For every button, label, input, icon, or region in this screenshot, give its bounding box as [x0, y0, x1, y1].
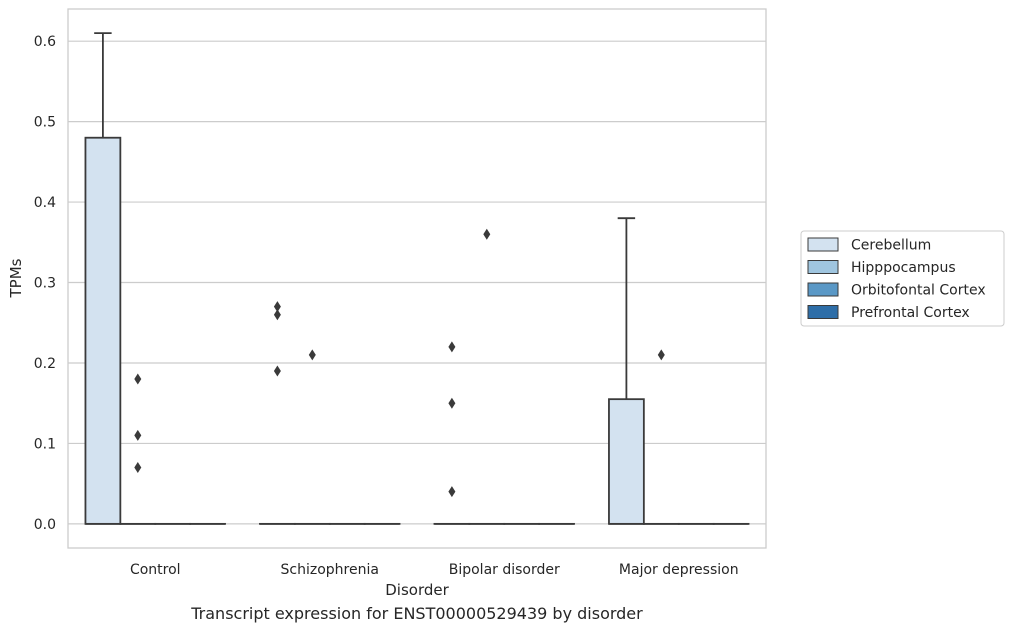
legend-label: Prefrontal Cortex — [851, 305, 970, 321]
box-hipppocampus — [642, 349, 680, 525]
box-layer — [84, 32, 750, 525]
legend-items: Cerebellum Hipppocampus Orbitofontal Corte… — [807, 237, 986, 321]
x-axis-label: Disorder — [385, 581, 449, 599]
legend-label: Hipppocampus — [851, 260, 956, 276]
y-tick-label: 0.3 — [34, 276, 56, 292]
y-tick-labels: 0.0 0.1 0.2 0.3 0.4 0.5 0.6 — [34, 34, 56, 533]
x-tick-label: Bipolar disorder — [449, 562, 560, 578]
outlier-point — [273, 365, 281, 377]
plot-frame — [67, 8, 767, 549]
box-cerebellum — [84, 32, 122, 525]
legend-swatch — [807, 282, 839, 297]
legend-label: Cerebellum — [851, 238, 931, 254]
y-axis-label: TPMs — [7, 258, 25, 298]
legend-swatch — [807, 237, 839, 252]
legend-swatch — [807, 305, 839, 319]
x-tick-label: Schizophrenia — [281, 562, 379, 578]
box-hipppocampus — [293, 349, 331, 525]
outlier-point — [448, 341, 456, 353]
outlier-point — [448, 486, 456, 498]
outlier-point — [657, 349, 665, 361]
x-tick-label: Major depression — [619, 562, 739, 578]
outlier-point — [448, 397, 456, 409]
legend-label: Orbitofontal Cortex — [851, 283, 986, 299]
box-cerebellum — [608, 217, 645, 525]
outlier-point — [134, 373, 142, 385]
y-tick-label: 0.0 — [34, 517, 56, 533]
legend-swatch — [807, 260, 839, 274]
outlier-point — [483, 228, 491, 240]
y-tick-label: 0.4 — [34, 195, 56, 211]
box-cerebellum — [259, 301, 296, 525]
y-tick-label: 0.5 — [34, 115, 56, 131]
box-cerebellum — [433, 341, 471, 525]
x-tick-label: Control — [130, 562, 181, 578]
box-hipppocampus — [119, 373, 157, 525]
chart-caption: Transcript expression for ENST0000052943… — [191, 604, 643, 623]
y-tick-label: 0.1 — [34, 436, 56, 452]
box-body — [608, 398, 645, 525]
legend-frame — [800, 230, 1005, 327]
outlier-point — [134, 429, 142, 441]
grid-lines — [68, 40, 766, 525]
box-hipppocampus — [468, 228, 506, 525]
outlier-point — [308, 349, 316, 361]
outlier-point — [134, 462, 142, 474]
box-body — [84, 136, 122, 525]
y-tick-label: 0.6 — [34, 34, 56, 50]
outlier-point — [273, 301, 281, 313]
outlier-point — [273, 309, 281, 321]
x-tick-labels: Control Schizophrenia Bipolar disorder Majo… — [130, 562, 739, 578]
y-tick-label: 0.2 — [34, 356, 56, 372]
legend: Cerebellum Hipppocampus Orbitofontal Corte… — [800, 230, 1005, 327]
